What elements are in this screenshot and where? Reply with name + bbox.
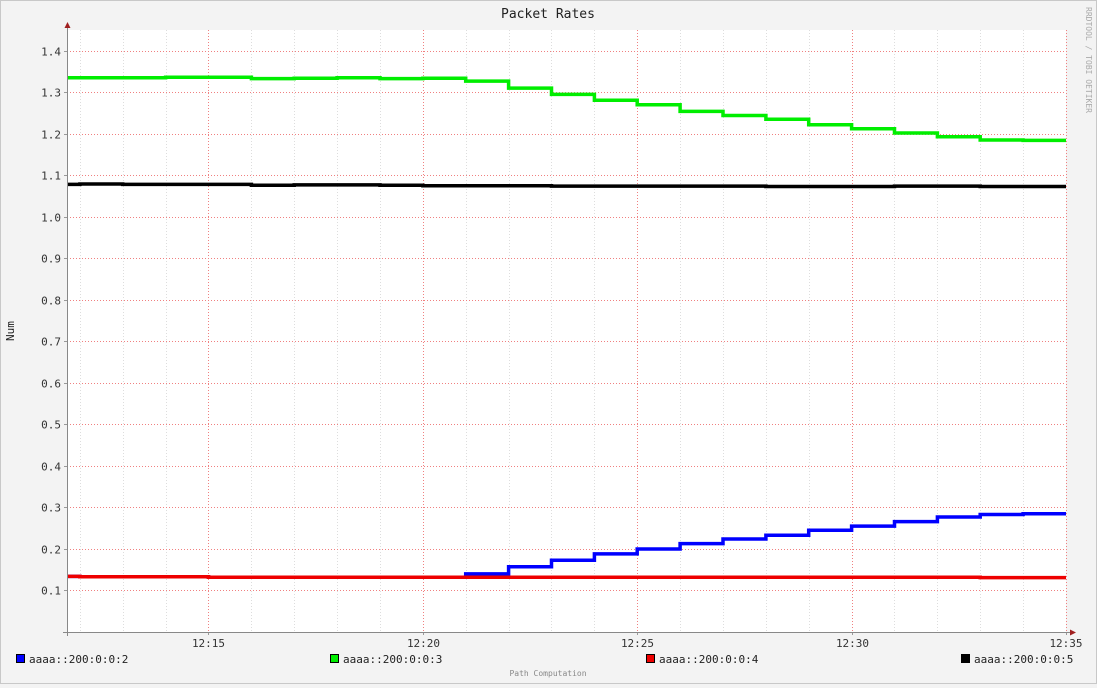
y-tick-label: 0.1 [41, 585, 61, 598]
legend-swatch-3 [646, 654, 655, 663]
legend-swatch-4 [961, 654, 970, 663]
plot-area [67, 30, 1066, 632]
legend-swatch-1 [16, 654, 25, 663]
y-tick-label: 1.0 [41, 212, 61, 225]
y-tick-label: 1.1 [41, 170, 61, 183]
x-tick-label: 12:30 [836, 637, 869, 650]
legend-label-1: aaaa::200:0:0:2 [29, 653, 128, 666]
x-axis-arrow [1070, 629, 1076, 636]
chart-title: Packet Rates [501, 7, 595, 22]
x-tick-label: 12:15 [192, 637, 225, 650]
y-tick-label: 0.4 [41, 461, 61, 474]
rrdtool-watermark: RRDTOOL / TOBI OETIKER [1084, 7, 1093, 113]
y-tick-label: 0.8 [41, 295, 61, 308]
series-line-3 [67, 574, 1066, 580]
y-tick-label: 0.3 [41, 502, 61, 515]
y-axis-arrow [64, 22, 71, 28]
y-tick-label: 0.9 [41, 253, 61, 266]
legend-label-2: aaaa::200:0:0:3 [343, 653, 442, 666]
x-tick-label: 12:25 [621, 637, 654, 650]
footer-label: Path Computation [509, 669, 586, 678]
y-tick-label: 0.5 [41, 419, 61, 432]
y-axis-label: Num [4, 321, 17, 341]
x-tick-label: 12:35 [1049, 637, 1082, 650]
y-tick-label: 1.3 [41, 87, 61, 100]
legend-swatch-2 [330, 654, 339, 663]
y-tick-label: 0.2 [41, 544, 61, 557]
y-tick-label: 1.4 [41, 46, 61, 59]
x-tick-label: 12:20 [407, 637, 440, 650]
y-tick-label: 1.2 [41, 129, 61, 142]
y-tick-label: 0.6 [41, 378, 61, 391]
legend-label-4: aaaa::200:0:0:5 [974, 653, 1073, 666]
y-tick-label: 0.7 [41, 336, 61, 349]
legend-label-3: aaaa::200:0:0:4 [659, 653, 759, 666]
series-line-2 [67, 75, 1066, 143]
series-line-4 [67, 182, 1066, 189]
